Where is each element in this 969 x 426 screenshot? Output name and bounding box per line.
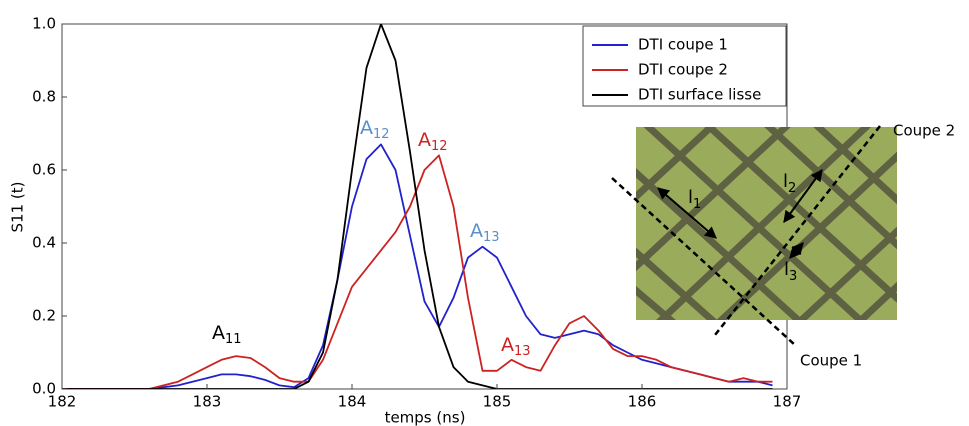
length-text: l [784,259,789,280]
legend-label: DTI coupe 1 [638,36,728,54]
y-tick-label: 0.0 [32,380,56,398]
annotation-text: A [360,117,373,139]
length-sub: 3 [789,269,797,284]
legend-label: DTI coupe 2 [638,61,728,79]
inset-image [636,127,897,320]
annotation-sub: 12 [373,127,390,142]
annotation: A12 [418,129,448,154]
x-tick-label: 185 [483,393,512,411]
length-text: l [688,187,693,208]
legend-label: DTI surface lisse [638,86,761,104]
y-axis-label: S11 (t) [9,182,27,233]
annotation: A11 [212,322,242,347]
y-tick-label: 0.2 [32,307,56,325]
series-line [62,24,773,389]
length-arrow [783,169,823,223]
length-sub: 2 [788,181,796,196]
length-label: l2 [783,171,796,196]
x-tick-label: 183 [193,393,222,411]
annotation: A12 [360,117,390,142]
annotation-sub: 13 [483,230,500,245]
cut-line [714,125,881,336]
annotation-sub: 13 [514,344,531,359]
y-tick-label: 0.6 [32,161,56,179]
annotation-sub: 11 [225,332,242,347]
series-line [62,154,773,389]
y-tick-label: 1.0 [32,15,56,33]
y-tick-label: 0.4 [32,234,56,252]
x-tick-label: 186 [628,393,657,411]
annotation: A13 [470,220,500,245]
length-arrow [789,242,804,259]
x-tick-label: 187 [773,393,802,411]
series-line [62,143,773,389]
length-arrow [657,187,717,239]
x-axis-label: temps (ns) [385,409,466,426]
cut-label: Coupe 2 [893,122,955,140]
legend-box [582,25,787,107]
length-label: l3 [784,259,797,284]
annotation-sub: 12 [431,139,448,154]
length-text: l [783,171,788,192]
length-sub: 1 [693,197,701,212]
annotation-text: A [501,334,514,356]
legend: DTI coupe 1 DTI coupe 2 DTI surface lisse [582,25,787,107]
length-label: l1 [688,187,701,212]
series-group [62,24,773,389]
annotation-text: A [470,220,483,242]
annotation-text: A [212,322,225,344]
inset: Coupe 2 Coupe 1 l1 l2 l3 [611,122,955,370]
x-tick-label: 182 [48,393,77,411]
y-tick-label: 0.8 [32,88,56,106]
annotation: A13 [501,334,531,359]
annotation-text: A [418,129,431,151]
cut-label: Coupe 1 [800,352,862,370]
x-tick-label: 184 [338,393,367,411]
cut-line [611,177,796,346]
